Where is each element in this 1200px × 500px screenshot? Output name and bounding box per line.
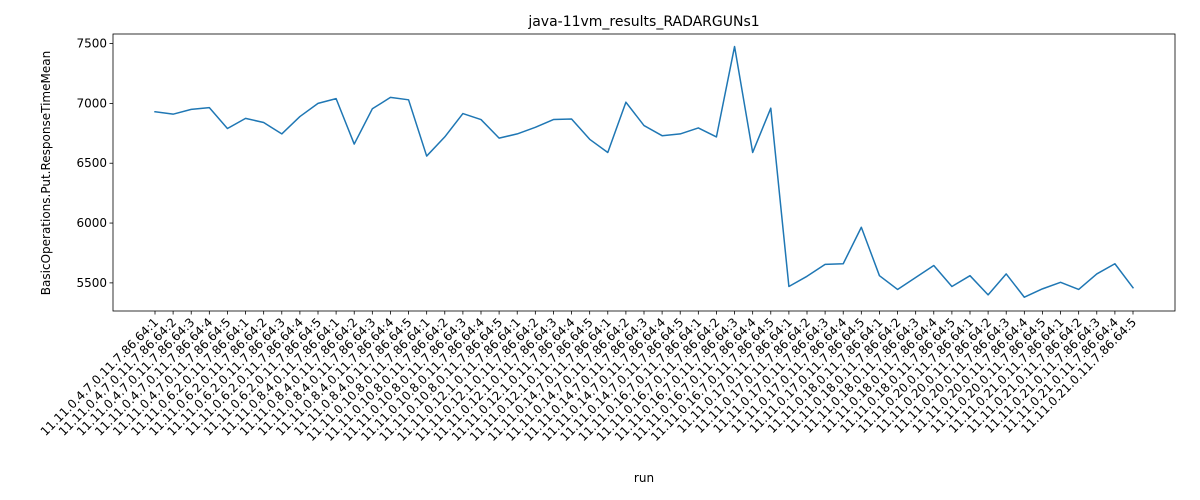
chart-title: java-11vm_results_RADARGUNs1 — [527, 14, 759, 30]
y-tick-label: 5500 — [76, 276, 107, 290]
axes-frame — [112, 33, 1176, 312]
y-tick-label: 6500 — [76, 156, 107, 170]
series-line-0 — [154, 45, 1135, 298]
plot-area: 5500600065007000750011.11.0.4.7.0.11.7.8… — [38, 33, 1176, 444]
y-tick-label: 7500 — [76, 37, 107, 51]
x-axis-label: run — [634, 471, 654, 485]
y-axis-label: BasicOperations.Put.ResponseTimeMean — [39, 51, 53, 295]
y-tick-label: 6000 — [76, 216, 107, 230]
y-tick-label: 7000 — [76, 96, 107, 110]
